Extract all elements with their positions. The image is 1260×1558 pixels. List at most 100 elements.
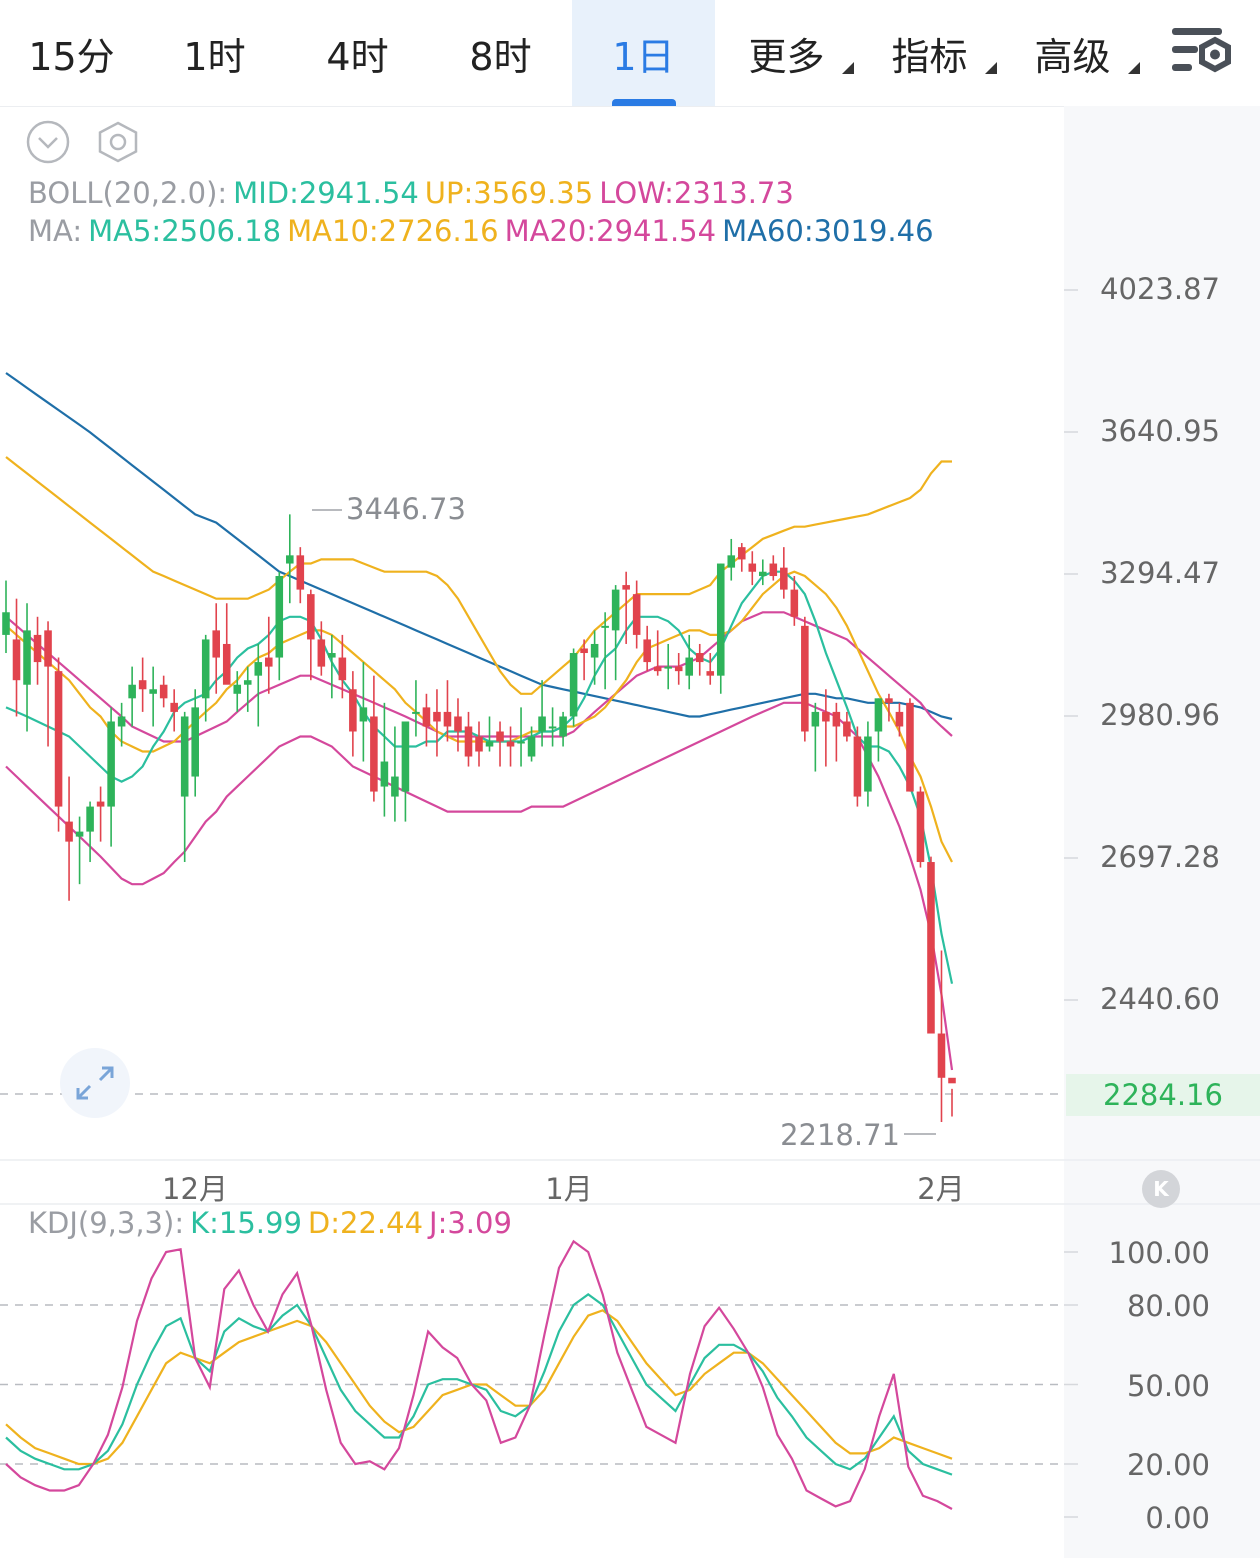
tab-8h-label: 8时 [469, 34, 532, 79]
boll-mid: MID:2941.54 [233, 176, 419, 210]
candle-body [895, 711, 904, 727]
candle-body [159, 684, 168, 699]
ma5-value: MA5:2506.18 [88, 214, 282, 248]
candle-body [643, 639, 651, 663]
tab-more-label: 更多 [748, 34, 825, 79]
candle-body [885, 698, 893, 703]
candle-body [317, 639, 326, 667]
kdj-tick-label: 20.00 [1126, 1448, 1210, 1482]
chart-settings-icon[interactable] [1160, 18, 1240, 88]
candle-body [874, 698, 883, 732]
kdj-d-line [5, 1309, 953, 1466]
candle-body [443, 711, 452, 727]
candle-body [412, 711, 420, 714]
kdj-d-value: D:22.44 [307, 1206, 424, 1240]
candle-body [391, 776, 399, 797]
price-tick-label: 3640.95 [1100, 414, 1220, 448]
candle-body [517, 741, 525, 744]
candle-body [538, 716, 546, 732]
dropdown-triangle-icon [842, 62, 854, 74]
candle-body [769, 563, 778, 577]
tab-1h-label: 1时 [183, 34, 246, 79]
candle-body [548, 726, 557, 729]
tab-4h-label: 4时 [326, 34, 389, 79]
candle-body [664, 666, 672, 669]
ma20-value: MA20:2941.54 [504, 214, 717, 248]
tab-indicators[interactable]: 指标 [858, 0, 1001, 106]
kdj-k-line [5, 1293, 953, 1476]
candle-body [464, 726, 473, 757]
candle-body [832, 711, 841, 727]
candle-body [716, 563, 725, 676]
ma10-value: MA10:2726.16 [287, 214, 499, 248]
kdj-tick-label: 80.00 [1126, 1289, 1210, 1323]
candle-body [937, 1033, 946, 1078]
kdj-tick-label: 100.00 [1108, 1236, 1210, 1270]
candle-body [864, 736, 872, 792]
kdj-j-line [5, 1239, 953, 1510]
candle-body [307, 594, 315, 640]
tab-8h[interactable]: 8时 [429, 0, 572, 106]
candle-body [695, 653, 704, 663]
price-tick-label: 4023.87 [1100, 272, 1220, 306]
kdj-k-value: K:15.99 [190, 1206, 302, 1240]
candle-body [559, 716, 567, 737]
high-marker-label: 3446.73 [346, 492, 466, 526]
candle-body [569, 653, 578, 717]
tab-4h[interactable]: 4时 [286, 0, 429, 106]
candle-body [86, 806, 94, 832]
tab-indicators-label: 指标 [891, 34, 968, 79]
candle-body [632, 594, 641, 635]
candle-body [44, 630, 52, 667]
candle-body [328, 653, 336, 658]
time-tick-label: 12月 [162, 1172, 228, 1206]
tab-advanced[interactable]: 高级 [1001, 0, 1144, 106]
candle-body [264, 657, 273, 667]
candle-body [853, 736, 862, 797]
ma-legend: MA: MA5:2506.18 MA10:2726.16 MA20:2941.54 MA… [28, 214, 940, 248]
candle-body [475, 736, 483, 752]
dropdown-triangle-icon [985, 62, 997, 74]
candle-body [2, 612, 10, 635]
tab-advanced-label: 高级 [1034, 34, 1111, 79]
candle-body [822, 711, 830, 722]
kdj-j-value: J:3.09 [429, 1206, 512, 1240]
candle-body [128, 684, 136, 699]
tab-1h[interactable]: 1时 [143, 0, 286, 106]
chevron-down-circle-icon[interactable] [26, 120, 70, 164]
candle-body [916, 791, 925, 863]
ma10-line [5, 570, 953, 863]
candle-body [611, 589, 620, 631]
candle-body [727, 555, 736, 568]
candle-body [107, 721, 115, 807]
hexagon-settings-icon[interactable] [96, 120, 140, 164]
candle-body [527, 736, 536, 757]
candle-body [454, 716, 462, 732]
tab-more[interactable]: 更多 [715, 0, 858, 106]
tab-1d[interactable]: 1日 [572, 0, 715, 106]
kdj-legend: KDJ(9,3,3): K:15.99 D:22.44 J:3.09 [28, 1206, 518, 1240]
candle-body [811, 711, 820, 727]
tab-15min-label: 15分 [28, 34, 115, 79]
price-tick-label: 2440.60 [1100, 982, 1220, 1016]
candle-body [496, 731, 504, 742]
candle-body [737, 547, 746, 560]
expand-arrows-icon[interactable] [60, 1048, 130, 1118]
candle-body [422, 707, 431, 727]
candle-body [254, 662, 263, 676]
candle-body [843, 721, 851, 737]
candle-body [54, 671, 63, 807]
active-tab-indicator [611, 99, 676, 106]
dropdown-triangle-icon [1128, 62, 1140, 74]
tab-15min[interactable]: 15分 [0, 0, 143, 106]
candle-body [243, 680, 252, 685]
kdj-tick-label: 50.00 [1126, 1369, 1210, 1403]
candle-body [927, 862, 935, 1034]
candle-body [117, 716, 126, 727]
timeframe-tabbar: 15分 1时 4时 8时 1日 更多 指标 高级 [0, 0, 1260, 107]
k-badge-icon[interactable]: K [1142, 1170, 1180, 1208]
candle-body [590, 643, 599, 658]
ma-name: MA: [28, 214, 83, 248]
candle-body [622, 585, 630, 590]
